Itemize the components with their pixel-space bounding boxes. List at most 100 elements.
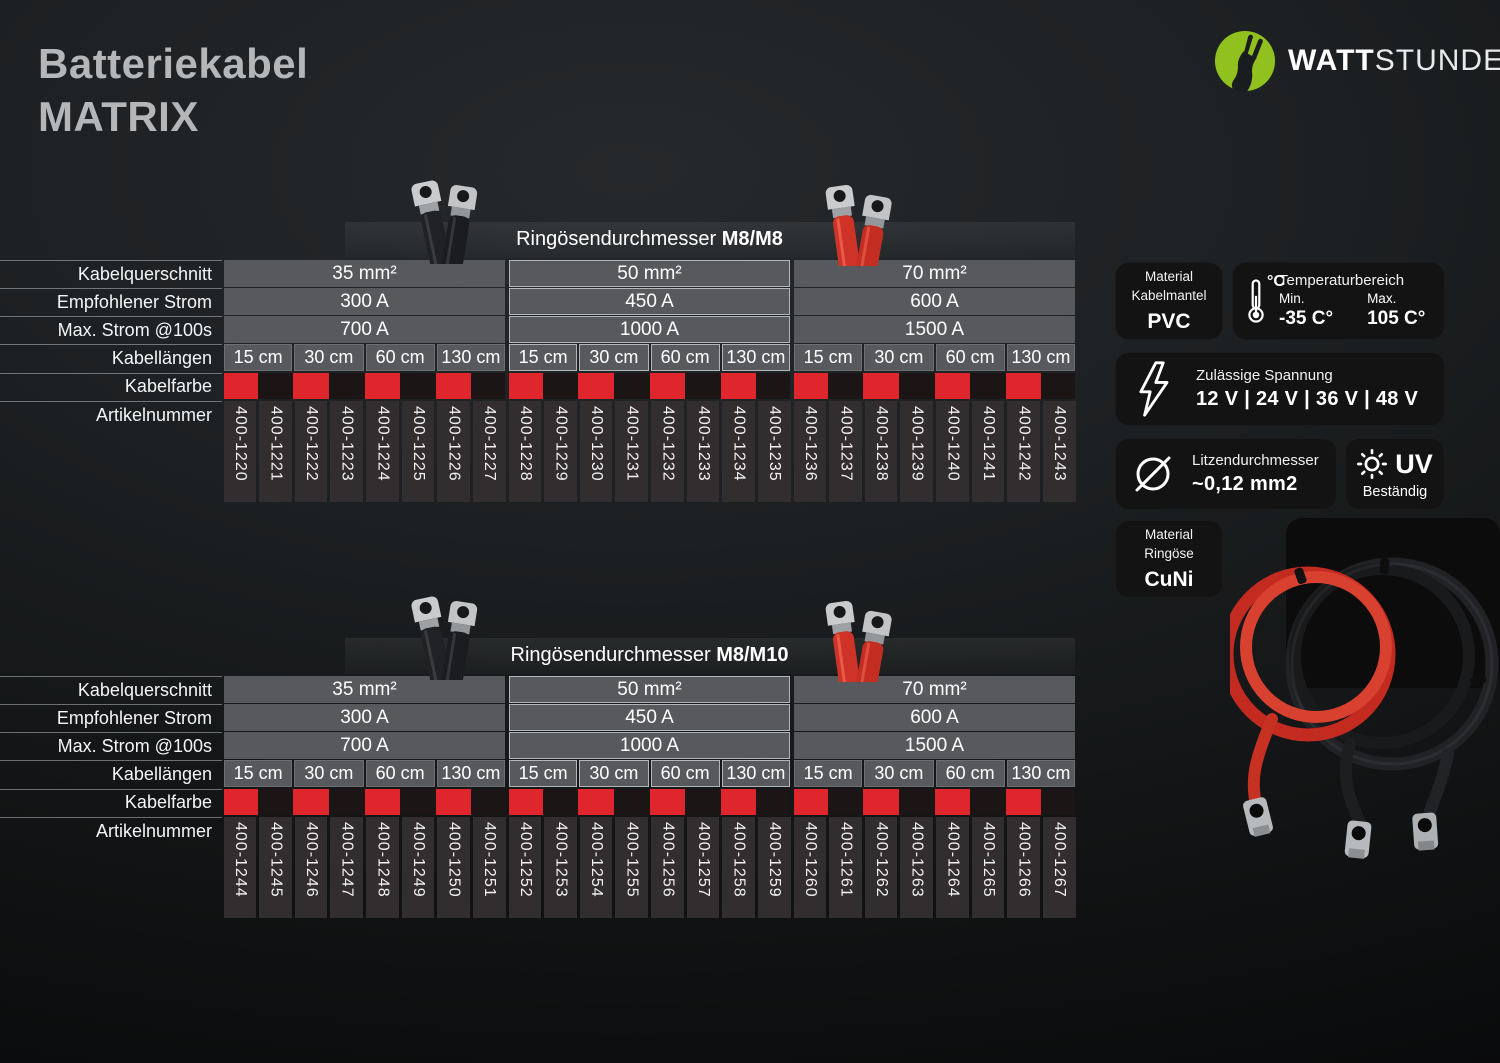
article-strip: 400-1247: [330, 817, 363, 918]
length-cell: 30 cm: [294, 344, 364, 371]
article-strip: 400-1222: [294, 401, 328, 502]
color-swatch: [649, 789, 686, 815]
table-header-size: M8/M10: [716, 644, 789, 666]
article-strip: 400-1241: [971, 401, 1005, 502]
article-number: 400-1237: [837, 406, 855, 482]
article-number: 400-1226: [445, 406, 463, 482]
article-number: 400-1254: [588, 822, 606, 898]
row-label: Kabellängen: [0, 760, 222, 787]
row-label: Max. Strom @100s: [0, 316, 222, 343]
length-cell: 130 cm: [721, 344, 790, 371]
article-number: 400-1265: [979, 822, 997, 898]
row-cells: 35 mm² 50 mm² 70 mm²: [222, 260, 1077, 287]
length-cell: 15 cm: [794, 344, 863, 371]
color-swatch: [328, 789, 365, 815]
color-swatch: [400, 789, 436, 815]
article-strip: 400-1221: [259, 401, 292, 502]
strand-label: Litzendurchmesser: [1192, 452, 1319, 469]
article-number: 400-1260: [801, 822, 819, 898]
table-row: Artikelnummer 400-1220 400-1221 400-1222 400…: [0, 401, 1077, 502]
spec-box-uv: UV Beständig: [1345, 438, 1445, 510]
color-swatch: [613, 373, 650, 399]
color-swatch: [509, 373, 543, 399]
article-number: 400-1220: [231, 406, 249, 482]
table-row: Kabelquerschnitt 35 mm² 50 mm² 70 mm²: [0, 676, 1077, 703]
article-strip: 400-1256: [651, 817, 684, 918]
row-label: Empfohlener Strom: [0, 704, 222, 731]
article-number: 400-1228: [516, 406, 534, 482]
article-number: 400-1256: [659, 822, 677, 898]
article-strip: 400-1250: [437, 817, 470, 918]
temperature-max-label: Max.: [1367, 291, 1397, 306]
row-label: Empfohlener Strom: [0, 288, 222, 315]
ring-value: CuNi: [1144, 567, 1194, 591]
voltage-label: Zulässige Spannung: [1196, 367, 1333, 384]
row-cells: 700 A 1000 A 1500 A: [222, 316, 1077, 343]
row-label: Kabelquerschnitt: [0, 676, 222, 703]
length-cell: 130 cm: [1006, 760, 1075, 787]
article-strip: 400-1238: [864, 401, 898, 502]
length-cell: 60 cm: [935, 344, 1005, 371]
brand-name: WATTSTUNDE: [1288, 44, 1500, 78]
color-swatch: [435, 373, 472, 399]
color-swatch: [794, 373, 828, 399]
article-strip: 400-1266: [1007, 817, 1040, 918]
page-title-line2: MATRIX: [38, 92, 199, 140]
color-swatch: [1005, 373, 1042, 399]
table-header-prefix: Ringösendurchmesser: [516, 228, 722, 250]
temperature-unit: °C: [1267, 273, 1285, 290]
color-swatch: [364, 789, 401, 815]
article-strip: 400-1263: [900, 817, 933, 918]
spec-box-temperature: °C Temperaturbereich Min. -35 C° Max. 10…: [1232, 262, 1445, 340]
max-current-cell: 1500 A: [794, 316, 1075, 343]
brand-name-light: STUNDE: [1374, 44, 1500, 77]
length-cell: 15 cm: [509, 760, 578, 787]
length-cell: 130 cm: [436, 344, 505, 371]
article-strip: 400-1236: [793, 401, 827, 502]
table-row: Artikelnummer 400-1244 400-1245 400-1246 400…: [0, 817, 1077, 918]
temperature-min-value: -35 C°: [1279, 308, 1334, 329]
article-strip: 400-1249: [401, 817, 435, 918]
uv-label: Beständig: [1362, 483, 1428, 500]
color-swatch: [257, 373, 294, 399]
diameter-icon: [1135, 456, 1171, 492]
length-cell: 30 cm: [579, 344, 649, 371]
color-swatch: [613, 789, 650, 815]
article-number: 400-1235: [766, 406, 784, 482]
color-swatch: [400, 373, 436, 399]
cross-section-cell: 35 mm²: [224, 676, 505, 703]
recommended-current-cell: 450 A: [509, 704, 790, 731]
table-row: Max. Strom @100s 700 A 1000 A 1500 A: [0, 316, 1077, 343]
article-strip: 400-1251: [472, 817, 506, 918]
table-header-prefix: Ringösendurchmesser: [510, 644, 717, 666]
article-number: 400-1221: [267, 406, 285, 482]
row-label: Max. Strom @100s: [0, 732, 222, 759]
article-strip: 400-1267: [1042, 817, 1076, 918]
color-swatch: [578, 789, 614, 815]
article-strip: 400-1259: [757, 817, 791, 918]
row-cells: [222, 373, 1077, 399]
brand-logo: WATTSTUNDE: [1214, 30, 1500, 92]
cross-section-cell: 35 mm²: [224, 260, 505, 287]
recommended-current-cell: 600 A: [794, 288, 1075, 315]
article-number: 400-1247: [338, 822, 356, 898]
article-number: 400-1257: [694, 822, 712, 898]
article-number: 400-1263: [908, 822, 926, 898]
article-number: 400-1222: [303, 406, 321, 482]
table-header-size: M8/M8: [721, 228, 783, 250]
voltage-value: 12 V | 24 V | 36 V | 48 V: [1196, 388, 1419, 410]
article-number: 400-1231: [623, 406, 641, 482]
length-cell: 15 cm: [794, 760, 863, 787]
thermometer-icon: [1248, 279, 1264, 323]
article-number: 400-1236: [801, 406, 819, 482]
black-cable-lugs-image: [411, 180, 478, 264]
article-strip: 400-1237: [829, 401, 862, 502]
color-swatch: [898, 789, 935, 815]
color-swatch: [1041, 789, 1075, 815]
row-cells: 300 A 450 A 600 A: [222, 288, 1077, 315]
color-swatch: [685, 789, 721, 815]
article-strip: 400-1246: [294, 817, 328, 918]
plug-icon: [1214, 30, 1276, 92]
recommended-current-cell: 600 A: [794, 704, 1075, 731]
